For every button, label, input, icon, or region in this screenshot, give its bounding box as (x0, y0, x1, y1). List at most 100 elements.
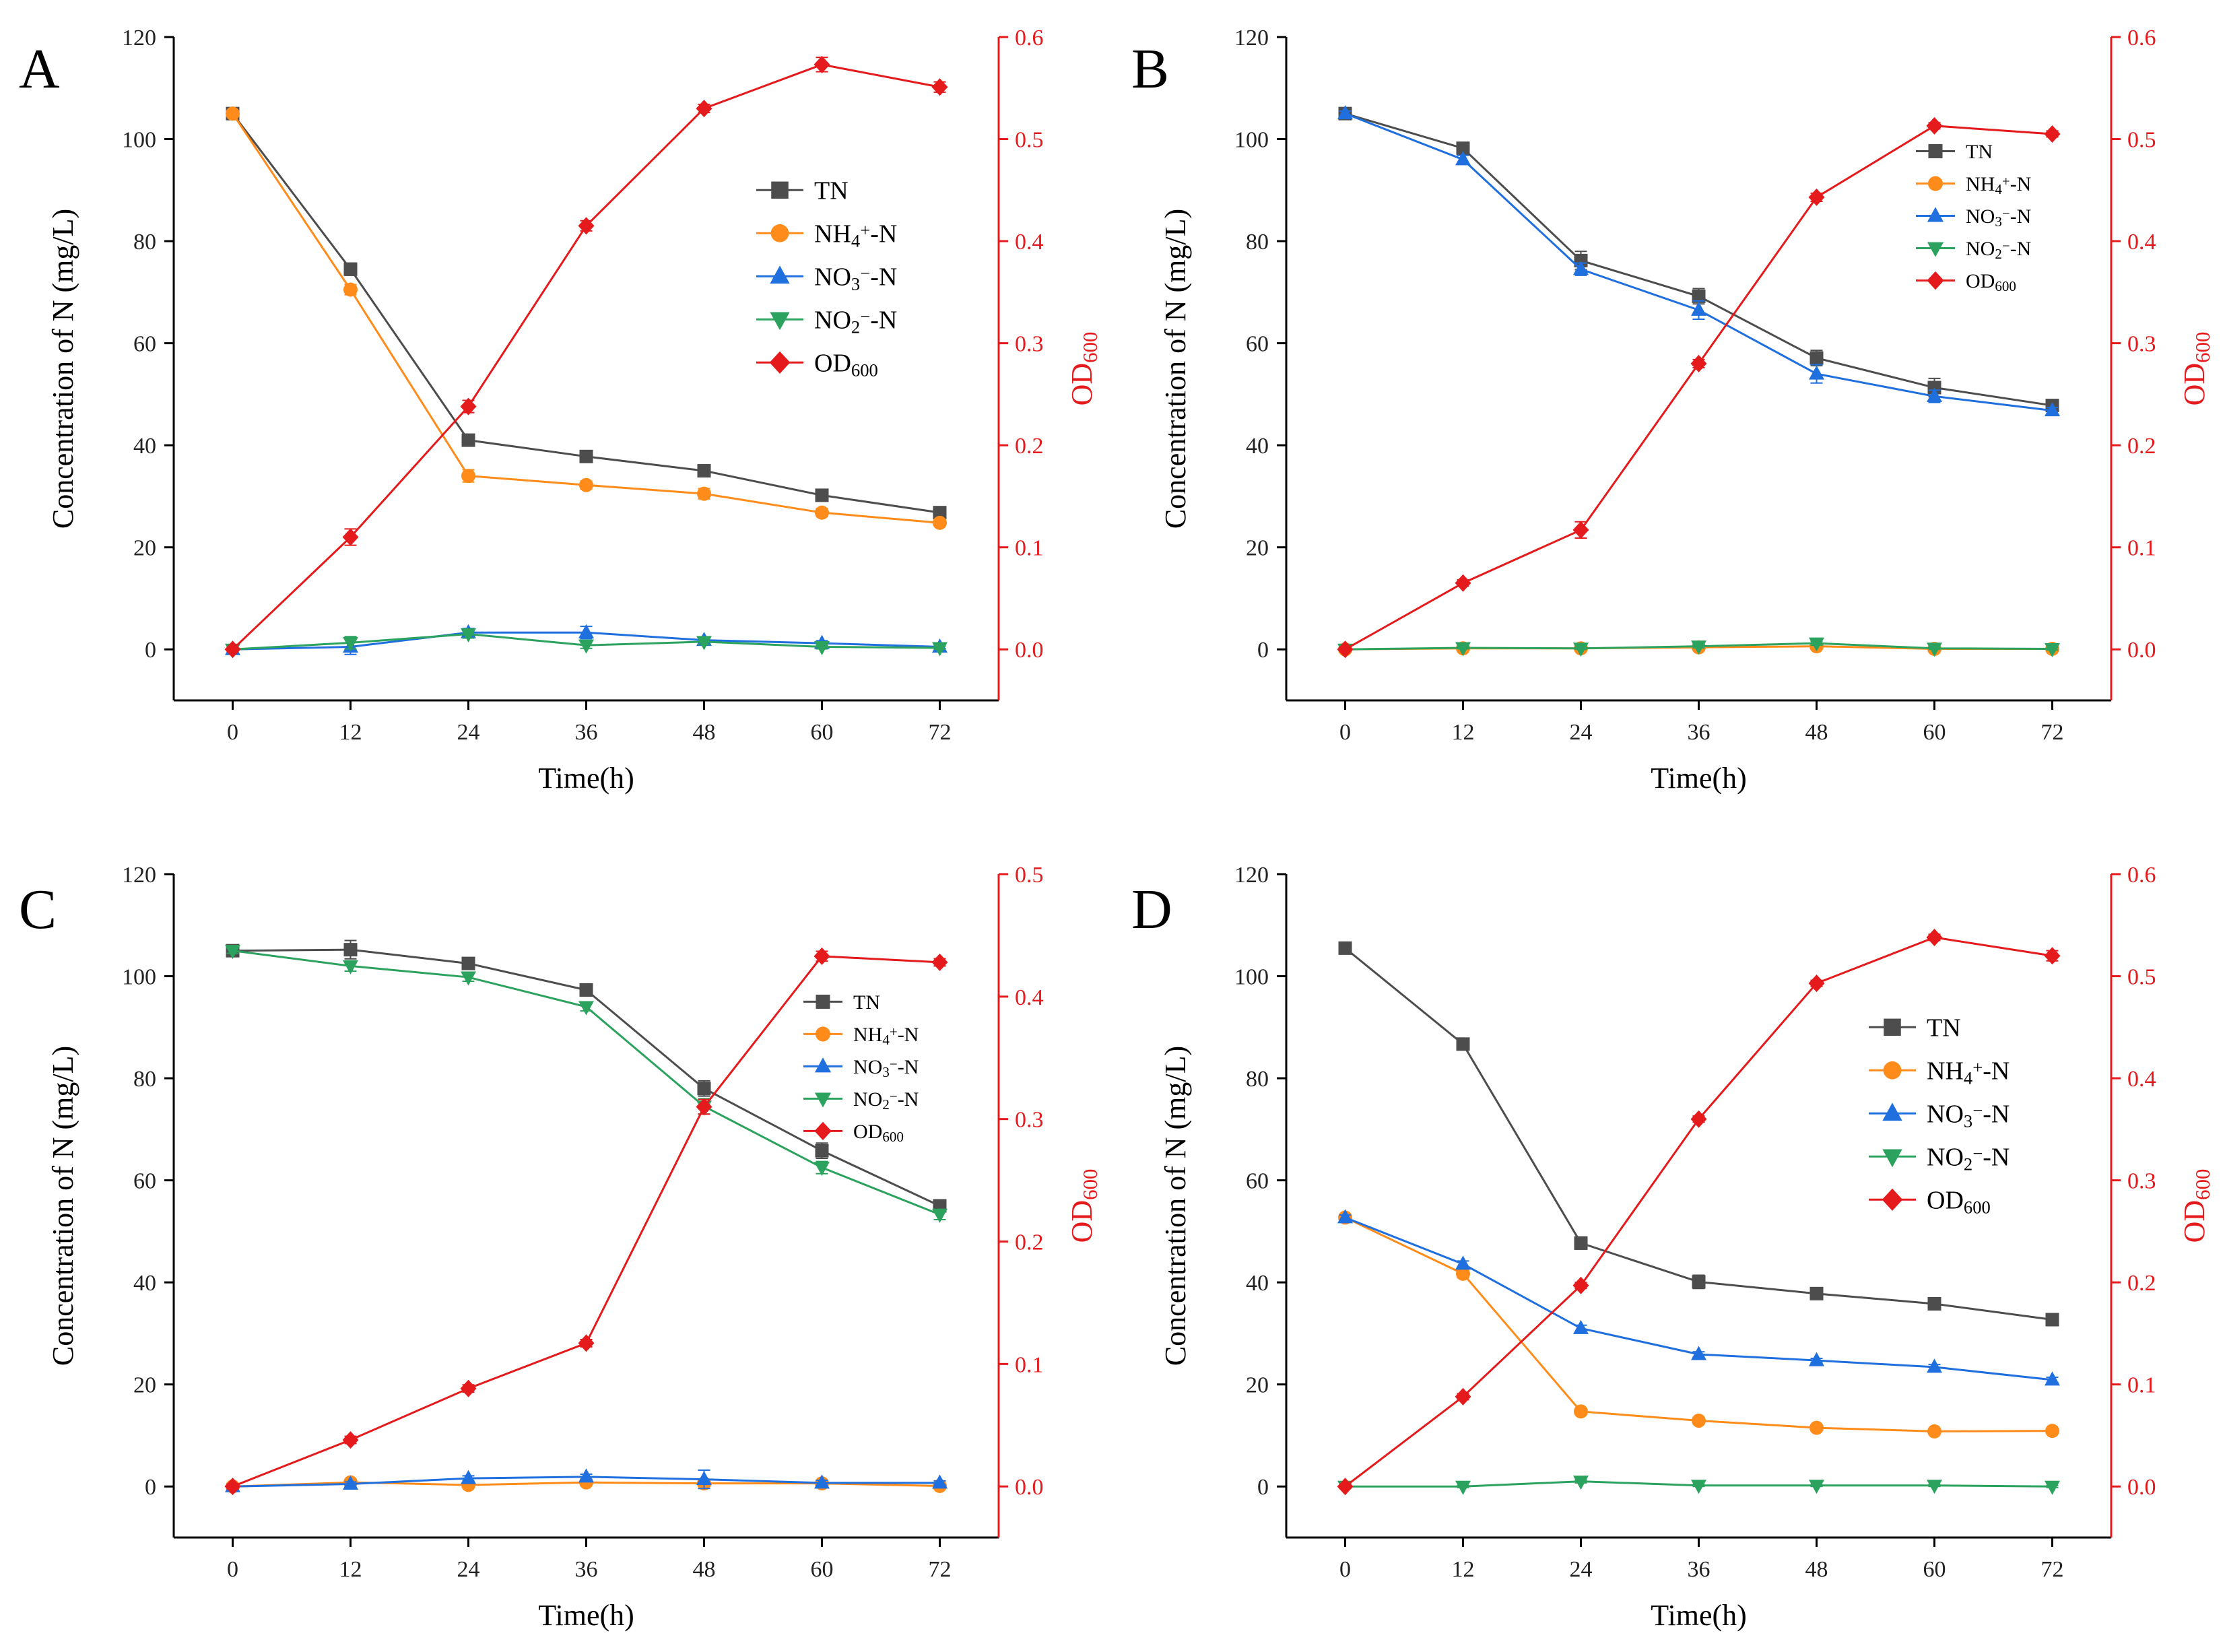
data-point (1337, 1478, 1354, 1496)
x-tick-label: 24 (457, 720, 480, 745)
y-tick-label: 20 (133, 1373, 156, 1398)
y-axis-title: Concentration of N (mg/L) (1159, 209, 1192, 529)
data-point (1574, 1236, 1588, 1250)
legend-marker (769, 351, 791, 374)
data-point (1692, 1275, 1706, 1289)
data-point (1927, 1424, 1941, 1439)
data-point (696, 100, 712, 118)
data-point (696, 1471, 712, 1486)
x-tick-label: 24 (1570, 1557, 1593, 1582)
x-tick-label: 48 (693, 1557, 716, 1582)
legend-marker (770, 312, 790, 331)
legend-item: TN (1869, 1014, 1961, 1043)
data-point (813, 947, 830, 965)
legend-item: OD600 (1869, 1187, 1991, 1217)
data-point (696, 636, 712, 651)
y-tick-label: 120 (1234, 863, 1269, 888)
data-point (226, 106, 240, 121)
y-tick-label: 100 (1234, 965, 1269, 990)
x-tick-label: 60 (811, 1557, 834, 1582)
legend-marker (814, 1092, 832, 1108)
y2-tick-label: 0.1 (2127, 1373, 2156, 1398)
data-point (1691, 640, 1706, 655)
panel-label: A (19, 38, 60, 100)
series-TN (1338, 941, 2059, 1327)
data-point (2044, 125, 2061, 143)
y2-tick-label: 0.4 (2127, 1067, 2156, 1092)
y2-tick-label: 0.6 (2127, 863, 2156, 888)
x-tick-label: 0 (1339, 1557, 1351, 1582)
data-point (343, 1475, 358, 1490)
legend-marker (770, 224, 789, 242)
x-tick-label: 48 (1805, 720, 1828, 745)
data-point (1455, 1480, 1471, 1495)
data-point (460, 397, 477, 416)
panel-label: C (19, 878, 57, 941)
panel-C: C 0 12 24 36 48 60 72 0 20 40 60 80 100 120 0.0 0.1 0.2 0.… (19, 863, 1102, 1632)
panel-label: D (1131, 878, 1172, 941)
data-point (931, 953, 948, 971)
data-point (460, 1379, 477, 1397)
y-tick-label: 80 (1246, 1067, 1269, 1092)
x-tick-label: 36 (575, 1557, 598, 1582)
data-point (1927, 1296, 1941, 1311)
data-point (225, 945, 240, 960)
data-point (224, 1478, 241, 1496)
x-tick-label: 48 (1805, 1557, 1828, 1582)
data-point (224, 640, 241, 659)
data-point (342, 1431, 359, 1449)
y2-tick-label: 0.1 (1015, 1352, 1044, 1377)
data-point (814, 1474, 830, 1489)
y-tick-label: 0 (145, 638, 156, 663)
x-tick-label: 60 (811, 720, 834, 745)
y-axis-title: Concentration of N (mg/L) (46, 1046, 79, 1366)
y2-tick-label: 0.2 (1015, 1230, 1044, 1255)
data-point (461, 469, 475, 484)
y-tick-label: 0 (1257, 1475, 1269, 1500)
x-tick-label: 36 (575, 720, 598, 745)
x-tick-label: 60 (1923, 1557, 1946, 1582)
data-point (1573, 261, 1589, 275)
data-point (2044, 947, 2061, 965)
y2-tick-label: 0.6 (2127, 26, 2156, 51)
y-tick-label: 120 (122, 863, 156, 888)
x-tick-label: 72 (929, 720, 952, 745)
y-tick-label: 60 (133, 332, 156, 357)
data-point (1573, 642, 1589, 657)
data-point (1927, 1358, 1942, 1373)
data-point (2045, 1371, 2060, 1386)
legend-marker (771, 181, 789, 199)
data-point (1337, 1209, 1353, 1224)
data-point (1926, 117, 1943, 135)
y2-tick-label: 0.0 (2127, 1475, 2156, 1500)
x-tick-label: 72 (929, 1557, 952, 1582)
x-tick-label: 36 (1688, 1557, 1711, 1582)
data-point (933, 506, 947, 520)
y-tick-label: 20 (1246, 1373, 1269, 1398)
data-point (932, 1208, 948, 1223)
y2-tick-label: 0.4 (2127, 230, 2156, 255)
data-point (697, 464, 711, 478)
series-OD600 (224, 55, 948, 659)
data-point (1809, 637, 1824, 652)
y-tick-label: 40 (133, 434, 156, 459)
y-tick-label: 0 (145, 1475, 156, 1500)
data-point (578, 624, 594, 638)
data-point (461, 433, 475, 447)
x-tick-label: 12 (1452, 1557, 1475, 1582)
data-point (1455, 1387, 1471, 1406)
data-point (697, 1082, 711, 1096)
data-point (1926, 928, 1943, 946)
x-tick-label: 0 (227, 1557, 238, 1582)
legend-marker (814, 1121, 832, 1141)
data-point (1809, 365, 1824, 380)
series-NO2−-N (1337, 637, 2060, 658)
panel-label: B (1131, 38, 1169, 100)
data-point (579, 477, 593, 492)
y-tick-label: 20 (133, 536, 156, 561)
y-tick-label: 100 (122, 128, 156, 153)
y-tick-label: 0 (1257, 638, 1269, 663)
data-point (461, 956, 475, 970)
